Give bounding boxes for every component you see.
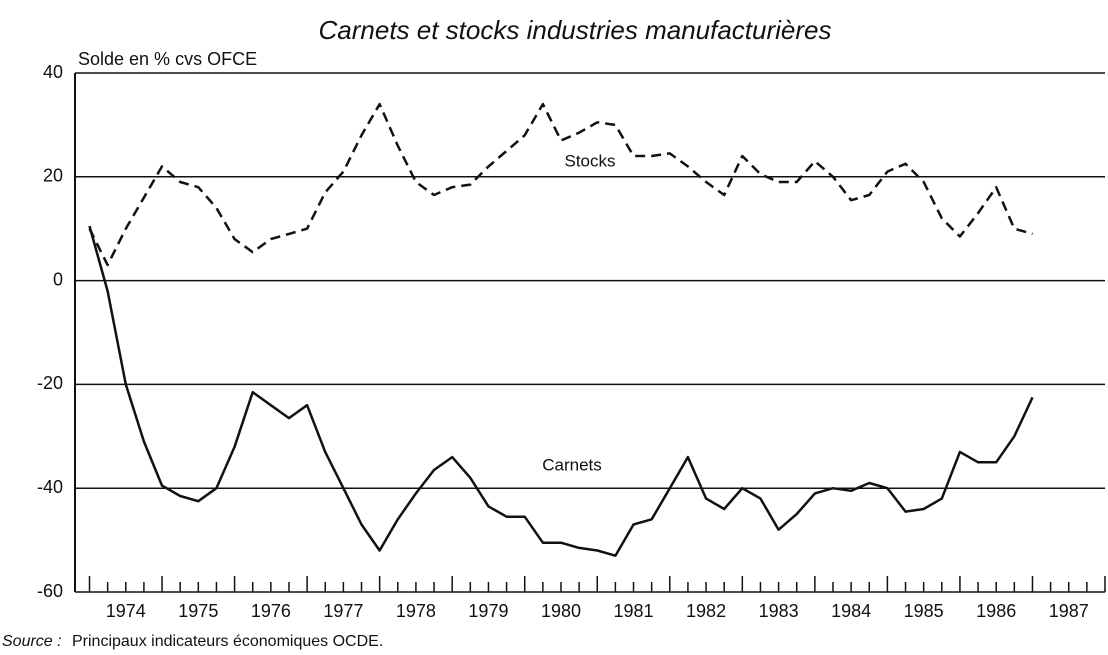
y-tick-label: -20 — [37, 373, 63, 393]
x-tick-label: 1982 — [686, 601, 726, 621]
x-tick-label: 1978 — [396, 601, 436, 621]
x-tick-label: 1983 — [759, 601, 799, 621]
x-tick-label: 1974 — [106, 601, 146, 621]
source-label: Source : — [2, 633, 62, 650]
y-tick-label: 20 — [43, 166, 63, 186]
x-tick-label: 1981 — [613, 601, 653, 621]
x-tick-label: 1985 — [904, 601, 944, 621]
y-tick-label: 40 — [43, 62, 63, 82]
y-tick-label: 0 — [53, 269, 63, 289]
chart-title: Carnets et stocks industries manufacturi… — [319, 15, 832, 45]
y-tick-label: -60 — [37, 581, 63, 601]
x-tick-label: 1977 — [323, 601, 363, 621]
y-axis-label: Solde en % cvs OFCE — [78, 49, 257, 69]
x-tick-label: 1980 — [541, 601, 581, 621]
x-tick-label: 1984 — [831, 601, 871, 621]
y-tick-label: -40 — [37, 477, 63, 497]
series-label: Stocks — [564, 151, 615, 170]
x-tick-label: 1976 — [251, 601, 291, 621]
x-tick-label: 1987 — [1049, 601, 1089, 621]
x-tick-label: 1979 — [468, 601, 508, 621]
series-line — [88, 102, 1033, 267]
source: Principaux indicateurs économiques OCDE. — [72, 633, 383, 650]
x-tick-label: 1975 — [178, 601, 218, 621]
x-tick-label: 1986 — [976, 601, 1016, 621]
series-label: Carnets — [542, 455, 602, 474]
series-line — [88, 225, 1034, 557]
